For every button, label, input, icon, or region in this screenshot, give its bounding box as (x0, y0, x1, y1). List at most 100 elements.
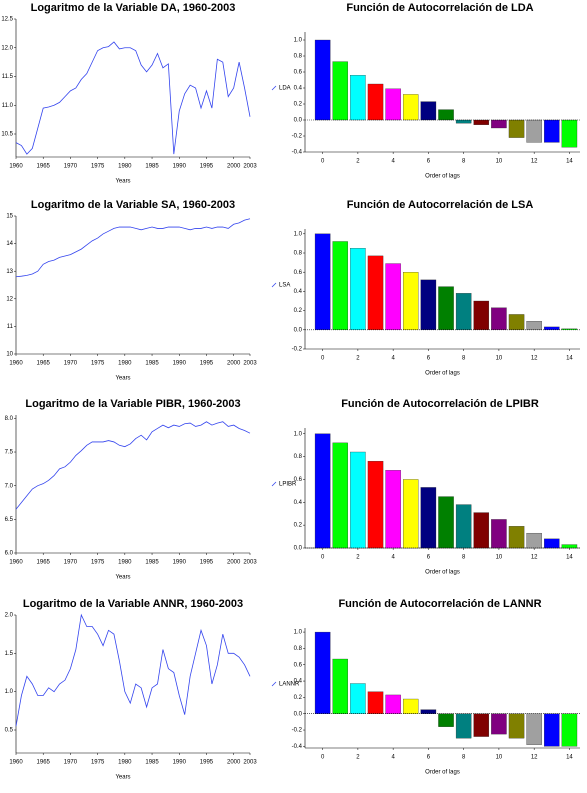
x-tick-label: 1960 (9, 760, 23, 766)
bar (314, 631, 331, 714)
bar (367, 83, 384, 121)
bar (403, 272, 419, 330)
x-tick-label: 12 (531, 755, 538, 761)
bar (350, 75, 366, 121)
x-tick-label: 1970 (64, 760, 78, 766)
bar (438, 713, 454, 727)
y-tick-label: -0.4 (292, 744, 303, 750)
bar (438, 109, 454, 121)
x-tick-label: 1985 (145, 760, 159, 766)
x-axis-label: Order of lags (425, 570, 460, 576)
x-tick-label: 1970 (64, 361, 78, 367)
bar (508, 713, 525, 739)
x-tick-label: 0 (321, 159, 325, 165)
y-tick-label: 6.0 (5, 551, 14, 557)
bar (420, 709, 437, 714)
chart-title: Función de Autocorrelación de LDA (346, 2, 533, 14)
y-tick-label: 0.4 (294, 86, 303, 92)
bar (385, 694, 401, 714)
x-tick-label: 8 (462, 356, 466, 362)
bar (526, 713, 542, 745)
bar (367, 460, 384, 549)
bar (314, 39, 331, 121)
x-tick-label: 4 (391, 159, 395, 165)
y-tick-label: 8.0 (5, 416, 14, 422)
x-tick-label: 12 (531, 356, 538, 362)
x-tick-label: 8 (462, 755, 466, 761)
x-tick-label: 14 (566, 755, 573, 761)
bar (526, 532, 542, 549)
x-tick-label: 1965 (37, 164, 51, 170)
y-tick-label: 0.6 (294, 662, 303, 668)
y-tick-label: 2.0 (5, 613, 14, 619)
x-axis-label: Years (115, 376, 130, 382)
bar (473, 119, 490, 125)
bar (332, 61, 348, 121)
x-tick-label: 1990 (173, 361, 187, 367)
bar (544, 119, 560, 143)
line-series (15, 218, 251, 278)
y-tick-label: -0.4 (292, 150, 303, 156)
y-tick-label: 13 (6, 269, 13, 275)
bar (332, 442, 348, 549)
bar (438, 286, 454, 330)
bar (561, 544, 578, 549)
y-tick-label: 11 (7, 324, 14, 330)
x-axis-label: Order of lags (425, 371, 460, 377)
chart-title: Logaritmo de la Variable ANNR, 1960-2003 (23, 598, 243, 610)
y-tick-label: -0.2 (292, 728, 303, 734)
y-tick-label: 10 (6, 352, 13, 358)
legend-label: LPIBR (279, 482, 297, 488)
bar (526, 321, 542, 330)
x-tick-label: 1965 (37, 361, 51, 367)
bar (491, 119, 507, 129)
bar (544, 713, 560, 747)
chart-title: Logaritmo de la Variable PIBR, 1960-2003 (25, 398, 240, 410)
bar (385, 88, 401, 121)
x-tick-label: 2003 (243, 361, 257, 367)
x-tick-label: 1980 (118, 760, 132, 766)
x-tick-label: 2 (356, 755, 360, 761)
bar (473, 713, 490, 737)
x-tick-label: 2000 (227, 560, 241, 566)
x-tick-label: 1960 (9, 164, 23, 170)
y-tick-label: 0.8 (294, 251, 303, 257)
x-tick-label: 2003 (243, 760, 257, 766)
bar (420, 279, 437, 330)
x-tick-label: 1995 (200, 560, 214, 566)
legend-swatch (271, 681, 277, 687)
x-tick-label: 10 (496, 755, 503, 761)
bar (385, 470, 401, 549)
y-tick-label: 1.0 (294, 630, 303, 636)
y-tick-label: 1.0 (294, 38, 303, 44)
y-tick-label: 12.0 (1, 45, 13, 51)
y-tick-label: -0.2 (292, 347, 303, 353)
x-tick-label: 2000 (227, 760, 241, 766)
x-tick-label: 1995 (200, 164, 214, 170)
line-series (15, 421, 251, 510)
chart-title: Logaritmo de la Variable SA, 1960-2003 (31, 199, 235, 211)
x-tick-label: 1995 (200, 760, 214, 766)
bar (332, 658, 348, 714)
bar (385, 263, 401, 330)
y-tick-label: 0.0 (294, 327, 303, 333)
x-tick-label: 0 (321, 755, 325, 761)
y-tick-label: 0.4 (294, 289, 303, 295)
x-tick-label: 14 (566, 356, 573, 362)
y-tick-label: -0.2 (292, 134, 303, 140)
y-tick-label: 1.0 (294, 231, 303, 237)
chart-title: Función de Autocorrelación de LANNR (338, 598, 541, 610)
x-tick-label: 1965 (37, 560, 51, 566)
y-tick-label: 15 (6, 214, 13, 220)
x-tick-label: 0 (321, 356, 325, 362)
x-axis-label: Years (115, 775, 130, 781)
x-tick-label: 1990 (173, 560, 187, 566)
x-axis-label: Years (115, 179, 130, 185)
x-tick-label: 4 (391, 356, 395, 362)
y-tick-label: 7.5 (5, 450, 14, 456)
bar (544, 538, 560, 549)
x-axis-label: Order of lags (425, 770, 460, 776)
x-tick-label: 10 (496, 356, 503, 362)
x-tick-label: 1975 (91, 361, 105, 367)
y-tick-label: 0.8 (294, 54, 303, 60)
